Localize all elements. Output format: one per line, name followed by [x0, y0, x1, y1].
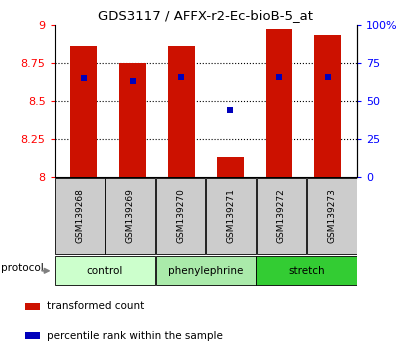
Bar: [119, 63, 146, 177]
Text: control: control: [87, 266, 123, 276]
Bar: [217, 157, 244, 177]
Text: GSM139270: GSM139270: [176, 188, 185, 244]
Bar: [206, 178, 256, 254]
Bar: [55, 178, 105, 254]
Bar: [25, 332, 40, 339]
Text: percentile rank within the sample: percentile rank within the sample: [47, 331, 223, 341]
Bar: [25, 303, 40, 310]
Text: protocol: protocol: [1, 263, 44, 273]
Bar: [307, 178, 357, 254]
Title: GDS3117 / AFFX-r2-Ec-bioB-5_at: GDS3117 / AFFX-r2-Ec-bioB-5_at: [98, 9, 313, 22]
Bar: [55, 256, 155, 285]
Bar: [314, 35, 341, 177]
Bar: [105, 178, 155, 254]
Text: GSM139268: GSM139268: [75, 188, 84, 244]
Text: transformed count: transformed count: [47, 301, 145, 311]
Bar: [156, 178, 205, 254]
Bar: [168, 46, 195, 177]
Bar: [257, 178, 306, 254]
Text: phenylephrine: phenylephrine: [168, 266, 244, 276]
Text: GSM139273: GSM139273: [327, 188, 336, 244]
Text: GSM139271: GSM139271: [226, 188, 236, 244]
Text: GSM139272: GSM139272: [277, 189, 286, 243]
Bar: [156, 256, 256, 285]
Bar: [257, 256, 357, 285]
Text: GSM139269: GSM139269: [126, 188, 135, 244]
Bar: [265, 29, 292, 177]
Bar: [71, 46, 97, 177]
Text: stretch: stretch: [288, 266, 325, 276]
